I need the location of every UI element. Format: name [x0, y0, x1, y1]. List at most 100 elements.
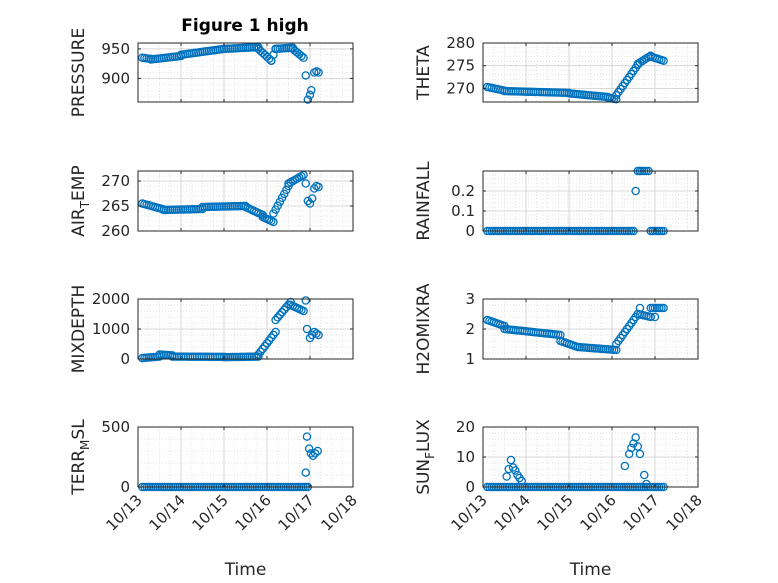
y-tick-label: 280	[446, 34, 475, 52]
y-tick-label: 1000	[92, 320, 130, 338]
x-tick-label: 10/15	[189, 491, 232, 534]
y-tick-label: 0	[120, 478, 130, 496]
data-point	[304, 444, 314, 453]
data-point	[279, 305, 289, 314]
data-point	[271, 327, 280, 337]
data-point	[314, 182, 323, 192]
data-point	[637, 56, 647, 66]
data-point	[286, 297, 295, 307]
data-point	[640, 55, 649, 65]
data-point	[659, 56, 668, 65]
y-tick-label: 20	[456, 418, 475, 436]
axes-box	[137, 42, 354, 103]
x-tick-label: 10/15	[534, 491, 577, 534]
y-tick-label: 500	[101, 418, 130, 436]
y-tick-label: 0	[465, 478, 475, 496]
y-tick-label: 0	[465, 222, 475, 240]
data-point	[612, 345, 621, 355]
x-tick-label: 10/14	[146, 491, 189, 534]
data-point	[302, 324, 312, 334]
y-tick-label: 3	[465, 290, 475, 308]
subplot-sun_flux: 0 10 20 SUNFLUX 10/13 10/14 10/15 10/16 10/17 10/…	[414, 418, 706, 580]
y-axis-label: THETA	[414, 45, 434, 101]
y-tick-label: 900	[101, 69, 130, 87]
x-tick-label: 10/16	[232, 491, 275, 534]
axes-box	[482, 170, 699, 232]
axes-box	[137, 170, 354, 232]
data-point	[277, 308, 287, 317]
y-tick-label: 270	[101, 172, 130, 190]
axes-box	[137, 426, 354, 488]
data-point	[313, 446, 322, 456]
axes-box	[482, 42, 699, 103]
subplot-h2omixra: 1 2 3 H2OMIXRA	[414, 283, 699, 375]
data-point	[510, 466, 520, 475]
data-point	[650, 312, 660, 322]
data-point	[310, 184, 319, 193]
data-point	[301, 179, 310, 188]
data-point	[303, 196, 313, 206]
data-point	[314, 68, 323, 77]
subplot-air_temp: 260 265 270 AIRTEMP	[69, 165, 354, 240]
data-point	[275, 310, 285, 320]
subplot-terr_msl: 0 500 TERRMSL 10/13 10/14 10/15 10/16 10/17 10/1…	[69, 418, 361, 580]
y-axis-label: MIXDEPTH	[69, 285, 89, 374]
data-point	[506, 455, 516, 465]
y-axis-label: PRESSURE	[69, 28, 89, 117]
data-point	[310, 449, 320, 458]
y-tick-label: 270	[446, 79, 475, 97]
data-point	[301, 71, 310, 80]
y-axis-label: AIRTEMP	[69, 165, 92, 236]
data-point	[269, 217, 278, 227]
y-tick-label: 0.1	[451, 202, 475, 220]
subplot-grid: 900 950 PRESSURE 270 275 280 THETA 260 265 270 AIR…	[69, 28, 706, 580]
data-point	[305, 199, 315, 208]
data-point	[640, 470, 649, 480]
y-axis-label: SUNFLUX	[414, 419, 437, 495]
subplot-theta: 270 275 280 THETA	[414, 34, 699, 104]
data-point	[646, 312, 655, 322]
x-tick-label: 10/18	[663, 491, 706, 534]
data-point	[299, 53, 308, 63]
data-series	[483, 51, 668, 104]
data-series	[483, 303, 668, 355]
subplot-rainfall: 0 0.1 0.2 RAINFALL	[414, 161, 699, 241]
x-tick-label: 10/14	[491, 491, 534, 534]
data-point	[297, 51, 306, 61]
x-tick-label: 10/16	[577, 491, 620, 534]
data-point	[307, 85, 316, 95]
data-point	[633, 442, 643, 451]
y-tick-label: 950	[101, 40, 130, 58]
x-tick-label: 10/17	[275, 491, 318, 534]
data-point	[305, 90, 315, 100]
x-tick-label: 10/18	[318, 491, 361, 534]
data-point	[642, 479, 651, 489]
data-point	[303, 95, 313, 104]
data-point	[307, 194, 317, 203]
x-axis-label: Time	[224, 560, 267, 580]
y-tick-label: 0	[120, 350, 130, 368]
y-tick-label: 2000	[92, 290, 130, 308]
subplot-pressure: 900 950 PRESSURE	[69, 28, 354, 117]
data-point	[301, 468, 310, 477]
data-point	[620, 461, 630, 471]
data-series	[138, 170, 323, 227]
y-axis-label: TERRMSL	[69, 419, 92, 496]
y-tick-label: 0.2	[451, 182, 475, 200]
y-axis-label: H2OMIXRA	[414, 283, 434, 374]
data-point	[271, 315, 280, 325]
data-point	[273, 313, 282, 322]
data-point	[301, 296, 310, 305]
y-tick-label: 10	[456, 448, 475, 466]
data-point	[631, 186, 640, 196]
y-tick-label: 1	[465, 350, 475, 368]
y-tick-label: 260	[101, 222, 130, 240]
figure-title: Figure 1 high	[181, 16, 309, 36]
data-point	[299, 306, 308, 316]
data-series	[138, 296, 323, 363]
data-point	[631, 433, 640, 442]
y-tick-label: 2	[465, 320, 475, 338]
data-point	[308, 451, 318, 461]
